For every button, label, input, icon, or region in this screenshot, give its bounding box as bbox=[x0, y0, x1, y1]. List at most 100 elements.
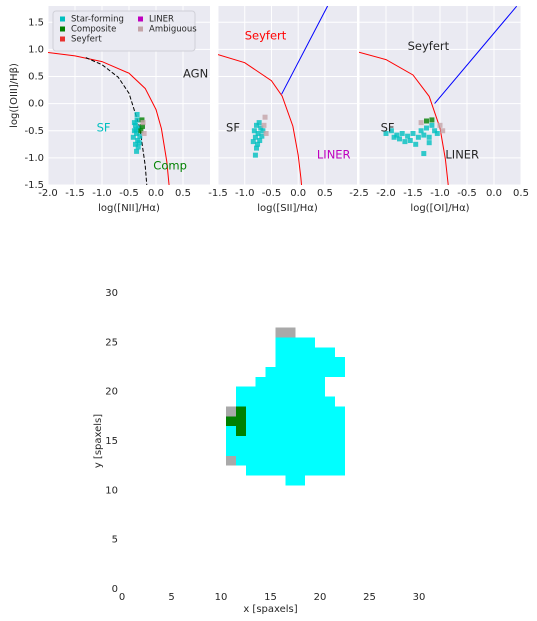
data-point bbox=[141, 130, 147, 136]
data-point bbox=[134, 130, 140, 136]
data-point bbox=[250, 139, 256, 145]
data-point bbox=[255, 130, 261, 136]
legend-marker bbox=[60, 16, 65, 22]
data-point bbox=[134, 117, 140, 123]
y-tick-label: 20 bbox=[105, 387, 118, 398]
data-point bbox=[440, 128, 446, 134]
y-tick-label: 1.0 bbox=[28, 44, 44, 55]
annotation: SF bbox=[381, 121, 395, 135]
map-cell bbox=[225, 416, 246, 427]
data-point bbox=[418, 120, 424, 126]
annotation: Seyfert bbox=[245, 28, 287, 42]
data-point bbox=[260, 128, 266, 134]
y-axis-label: y [spaxels] bbox=[93, 414, 104, 468]
data-point bbox=[140, 123, 145, 129]
map-cell bbox=[275, 347, 335, 358]
y-tick-label: 5 bbox=[112, 535, 118, 546]
data-point bbox=[432, 128, 438, 134]
data-point bbox=[426, 134, 432, 140]
x-tick-label: -0.5 bbox=[262, 188, 282, 199]
data-point bbox=[434, 130, 440, 136]
x-tick-label: -0.5 bbox=[119, 188, 139, 199]
x-tick-label: -2.0 bbox=[38, 188, 58, 199]
map-cell bbox=[225, 445, 345, 456]
data-point bbox=[424, 125, 429, 131]
legend-marker bbox=[138, 16, 143, 22]
data-point bbox=[413, 141, 419, 147]
data-point bbox=[251, 128, 257, 134]
data-point bbox=[426, 140, 432, 146]
data-point bbox=[421, 151, 427, 157]
legend-marker bbox=[138, 26, 143, 32]
data-point bbox=[257, 138, 263, 144]
x-tick-label: 5 bbox=[168, 592, 174, 603]
boundary-line bbox=[48, 51, 170, 185]
y-tick-label: 0.0 bbox=[28, 99, 44, 110]
data-point bbox=[429, 117, 435, 123]
map-cell bbox=[235, 455, 345, 466]
x-axis-label: log([OI]/Hα) bbox=[410, 203, 469, 214]
annotation: Comp bbox=[153, 159, 187, 173]
map-cell bbox=[245, 416, 345, 427]
y-tick-label: 10 bbox=[105, 485, 118, 496]
data-point bbox=[263, 130, 269, 136]
x-tick-label: 10 bbox=[215, 592, 228, 603]
data-point bbox=[391, 134, 397, 140]
x-tick-label: -0.5 bbox=[457, 188, 477, 199]
data-point bbox=[437, 122, 443, 128]
map-cell bbox=[255, 376, 325, 387]
data-point bbox=[421, 132, 427, 138]
data-point bbox=[424, 118, 429, 124]
y-tick-label: -0.5 bbox=[24, 126, 44, 137]
data-point bbox=[138, 128, 144, 134]
x-axis-label: log([NII]/Hα) bbox=[98, 203, 160, 214]
map-cell bbox=[225, 406, 236, 417]
data-point bbox=[253, 122, 259, 128]
data-point bbox=[407, 138, 413, 144]
x-tick-label: 0 bbox=[119, 592, 125, 603]
x-tick-label: -2.5 bbox=[349, 188, 369, 199]
data-point bbox=[415, 134, 421, 140]
data-point bbox=[383, 130, 389, 136]
plot-area bbox=[218, 6, 357, 185]
legend-label: Composite bbox=[71, 25, 116, 35]
y-tick-label: 25 bbox=[105, 337, 118, 348]
map-cell bbox=[265, 367, 345, 377]
data-point bbox=[137, 133, 143, 139]
data-point bbox=[394, 132, 400, 138]
data-point bbox=[134, 111, 140, 117]
data-point bbox=[139, 117, 145, 123]
legend-label: Ambiguous bbox=[149, 25, 197, 35]
x-tick-label: 0.0 bbox=[148, 188, 164, 199]
x-tick-label: 0.0 bbox=[486, 188, 502, 199]
data-point bbox=[262, 114, 268, 120]
data-point bbox=[136, 125, 142, 131]
data-point bbox=[255, 141, 261, 147]
map-cell bbox=[275, 327, 296, 338]
data-point bbox=[130, 134, 136, 140]
plot-background bbox=[218, 6, 357, 185]
map-cell bbox=[245, 406, 345, 417]
map-cell bbox=[275, 357, 345, 367]
y-axis-label: log([OIII]/Hβ) bbox=[9, 63, 20, 128]
data-point bbox=[405, 133, 411, 139]
data-point bbox=[253, 145, 259, 151]
annotation: LINER bbox=[317, 148, 351, 162]
boundary-line bbox=[281, 6, 329, 95]
annotation: SF bbox=[97, 121, 111, 135]
data-point bbox=[132, 141, 138, 147]
legend-marker bbox=[60, 26, 65, 32]
boundary-line bbox=[434, 6, 518, 104]
x-tick-label: 25 bbox=[363, 592, 376, 603]
x-tick-label: 20 bbox=[314, 592, 327, 603]
data-point bbox=[252, 134, 258, 140]
annotation: Seyfert bbox=[408, 39, 450, 53]
data-point bbox=[133, 127, 139, 133]
y-tick-label: -1.0 bbox=[24, 153, 44, 164]
y-tick-label: 0.5 bbox=[28, 72, 44, 83]
x-axis-label: log([SII]/Hα) bbox=[257, 203, 318, 214]
x-tick-label: -2.0 bbox=[376, 188, 396, 199]
data-point bbox=[134, 148, 140, 154]
x-tick-label: -1.5 bbox=[208, 188, 228, 199]
